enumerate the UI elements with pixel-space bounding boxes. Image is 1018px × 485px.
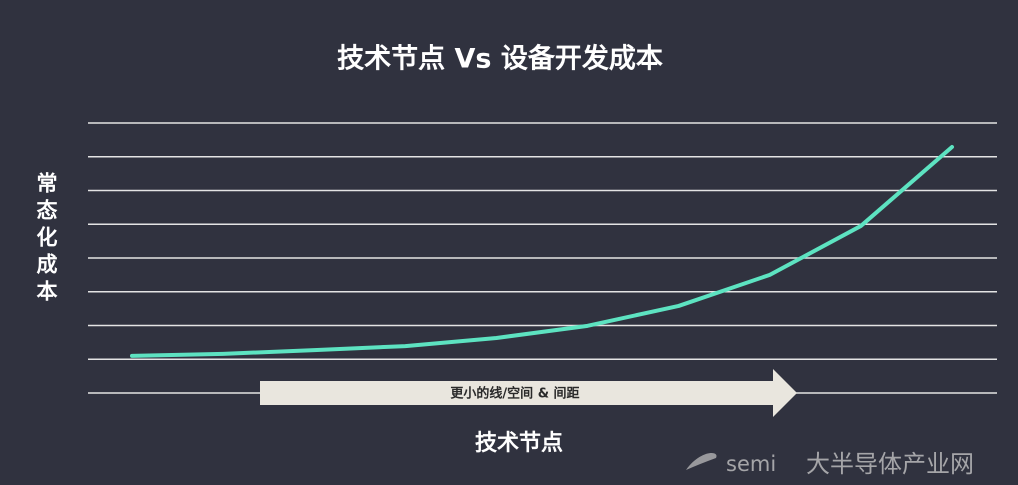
watermark-brand: semi: [726, 452, 776, 476]
arrow: 更小的线/空间 & 间距: [260, 369, 797, 417]
y-axis-label: 常态化成本: [34, 172, 58, 307]
logo: [686, 453, 717, 470]
watermark-site: 大半导体产业网: [806, 450, 974, 478]
chart-title: 技术节点 Vs 设备开发成本: [337, 43, 663, 75]
arrow-head: [773, 369, 797, 417]
data-line: [130, 144, 954, 358]
arrow-label: 更小的线/空间 & 间距: [450, 386, 579, 402]
x-axis-label: 技术节点: [475, 430, 563, 456]
watermark: semi 大半导体产业网: [686, 450, 974, 478]
arrow-body: [260, 381, 775, 405]
